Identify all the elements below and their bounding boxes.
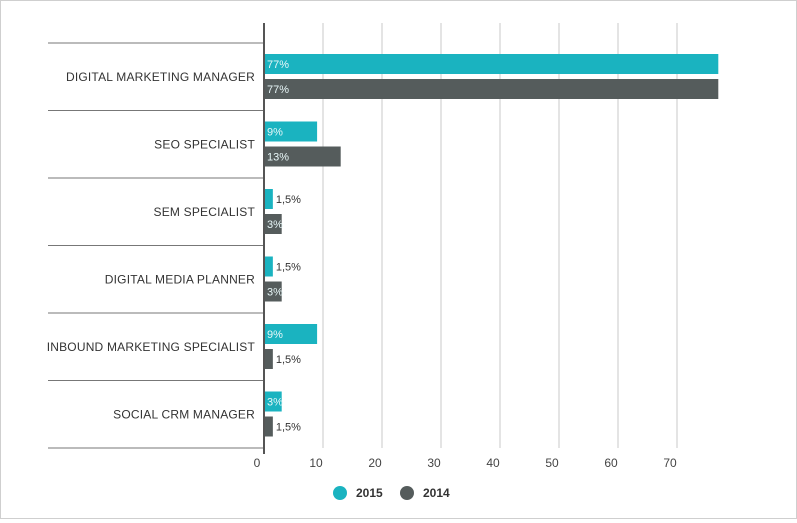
bar-2015-2 bbox=[265, 189, 273, 209]
value-label: 1,5% bbox=[276, 262, 301, 274]
x-tick-label: 70 bbox=[663, 456, 677, 470]
bar-2015-4 bbox=[265, 324, 318, 344]
category-label: INBOUND MARKETING SPECIALIST bbox=[47, 340, 256, 354]
bar-2015-0 bbox=[265, 54, 719, 74]
category-label: DIGITAL MEDIA PLANNER bbox=[105, 272, 255, 286]
bar-2014-3 bbox=[265, 281, 282, 302]
category-labels: DIGITAL MARKETING MANAGER SEO SPECIALIST S… bbox=[47, 70, 256, 422]
value-label: 13% bbox=[267, 152, 289, 164]
legend-swatch bbox=[400, 486, 414, 500]
value-label: 3% bbox=[267, 397, 283, 409]
bar-2015-1 bbox=[265, 121, 318, 142]
x-tick-label: 10 bbox=[309, 456, 323, 470]
value-label: 9% bbox=[267, 127, 283, 139]
bar-2014-5 bbox=[265, 416, 273, 437]
category-label: SEM SPECIALIST bbox=[154, 205, 256, 219]
x-tick-label: 40 bbox=[486, 456, 500, 470]
category-label: SEO SPECIALIST bbox=[154, 137, 255, 151]
value-label: 1,5% bbox=[276, 194, 301, 206]
category-label: SOCIAL CRM MANAGER bbox=[113, 407, 255, 421]
x-tick-label: 60 bbox=[604, 456, 618, 470]
category-separators bbox=[48, 42, 264, 449]
x-tick-label: 0 bbox=[254, 456, 261, 470]
value-label: 77% bbox=[267, 84, 289, 96]
value-labels: 77% 9% 1,5% 1,5% 9% 3% 77% 13% 3% 3% 1,5% 1,5% bbox=[267, 59, 301, 434]
legend-swatch bbox=[333, 486, 347, 500]
value-label: 3% bbox=[267, 287, 283, 299]
value-label: 9% bbox=[267, 329, 283, 341]
category-label: DIGITAL MARKETING MANAGER bbox=[66, 70, 255, 84]
x-tick-label: 30 bbox=[427, 456, 441, 470]
x-tick-label: 20 bbox=[368, 456, 382, 470]
x-axis-ticks: 0 10 20 30 40 50 60 70 bbox=[254, 456, 677, 470]
bar-2015-5 bbox=[265, 391, 282, 412]
x-tick-label: 50 bbox=[545, 456, 559, 470]
bar-2014-4 bbox=[265, 349, 273, 369]
legend-label: 2015 bbox=[356, 486, 383, 500]
legend: 2015 2014 bbox=[333, 486, 450, 500]
bar-2014-2 bbox=[265, 214, 282, 234]
value-label: 1,5% bbox=[276, 354, 301, 366]
bar-2014-1 bbox=[265, 146, 341, 167]
value-label: 1,5% bbox=[276, 422, 301, 434]
bar-2015-3 bbox=[265, 256, 273, 277]
bars bbox=[265, 54, 719, 437]
bar-2014-0 bbox=[265, 79, 719, 99]
value-label: 3% bbox=[267, 219, 283, 231]
legend-label: 2014 bbox=[423, 486, 450, 500]
value-label: 77% bbox=[267, 59, 289, 71]
